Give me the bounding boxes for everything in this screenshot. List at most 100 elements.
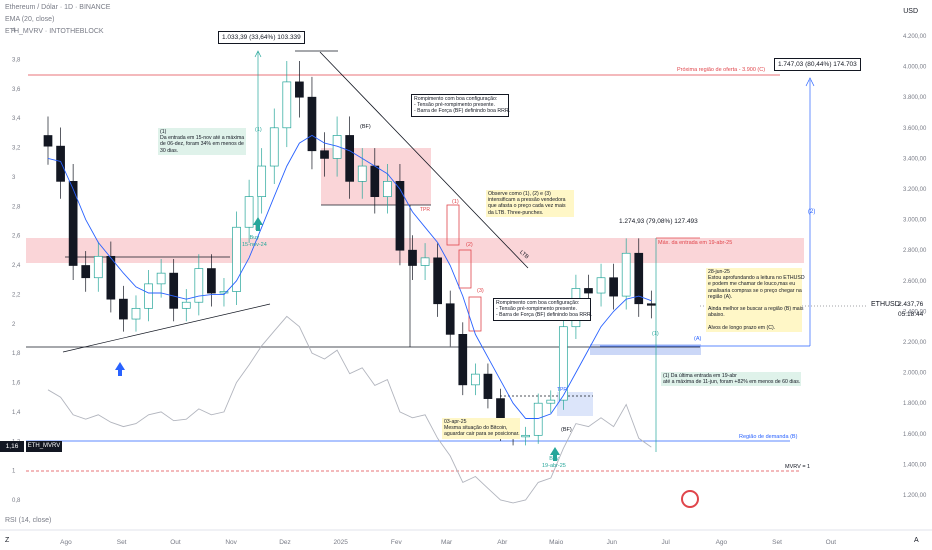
punch-2-box bbox=[458, 249, 472, 289]
tpr-label-2: TPR bbox=[557, 387, 567, 393]
y-tick-right: 2.600,00 bbox=[903, 279, 927, 285]
punch-1-box bbox=[446, 204, 460, 246]
note-line: Mesma situação do Bitcoin, bbox=[444, 425, 508, 432]
candle bbox=[634, 252, 644, 305]
y-tick-left: 2,2 bbox=[12, 292, 21, 298]
buy-arrow bbox=[550, 447, 560, 461]
zoom-icon[interactable]: Z bbox=[5, 537, 10, 544]
y-tick-left: 2,8 bbox=[12, 204, 21, 210]
candle bbox=[232, 226, 241, 292]
candle bbox=[219, 291, 229, 294]
y-tick-right: 2.200,00 bbox=[903, 340, 927, 346]
x-tick: Ago bbox=[716, 539, 728, 546]
candle bbox=[320, 150, 329, 159]
note-line: - Barra de Força (BF) definindo boa RRR. bbox=[496, 312, 593, 319]
ema-line bbox=[47, 134, 652, 419]
y-tick-left: 1,4 bbox=[12, 410, 21, 416]
mvrv-ref-label: MVRV = 1 bbox=[785, 464, 811, 470]
note-line: 30 dias. bbox=[160, 147, 179, 154]
symbol-title[interactable]: Ethereum / Dólar · 1D · BINANCE bbox=[5, 4, 111, 11]
candle bbox=[584, 288, 593, 294]
x-tick: Set bbox=[772, 539, 782, 546]
candle bbox=[646, 303, 656, 306]
candle bbox=[546, 399, 556, 404]
countdown: 05:18:44 bbox=[898, 311, 924, 318]
note-line: que afasta o preço cada vez mais bbox=[488, 203, 566, 210]
candle bbox=[282, 81, 292, 129]
punch-2-label: (2) bbox=[466, 242, 473, 248]
candle bbox=[43, 135, 53, 147]
candle bbox=[56, 145, 65, 182]
y-tick-left: 4 bbox=[12, 28, 16, 34]
candle bbox=[345, 135, 355, 182]
y-tick-right: 3.800,00 bbox=[903, 95, 927, 101]
note-line: intensificam a pressão vendedora bbox=[488, 197, 566, 204]
range-label: 1.274,93 (79,08%) 127.493 bbox=[619, 218, 698, 225]
note-breakout-2: Rompimento com boa configuração: - Tensão… bbox=[493, 298, 593, 321]
last-price: 2.437,76 bbox=[898, 301, 924, 308]
rsi-legend[interactable]: RSI (14, close) bbox=[5, 517, 52, 524]
target-move-label: (2) bbox=[808, 209, 816, 215]
buy-arrow bbox=[115, 362, 125, 376]
y-tick-left: 2,4 bbox=[12, 263, 21, 269]
candle bbox=[131, 307, 141, 320]
y-tick-left: 3,2 bbox=[12, 146, 21, 152]
x-tick: Jun bbox=[607, 539, 618, 546]
currency-label[interactable]: USD bbox=[903, 8, 918, 15]
symbol-badge[interactable]: ETHUSD bbox=[871, 301, 900, 308]
buy-label-2: Buy 19-abr-25 bbox=[542, 456, 566, 469]
logo bbox=[681, 490, 699, 508]
x-tick: Jul bbox=[662, 539, 671, 546]
nov-move-head bbox=[254, 50, 262, 58]
note-line: - Tensão pré-rompimento presente. bbox=[496, 306, 577, 313]
y-tick-left: 3,8 bbox=[12, 57, 21, 63]
note-line: - Barra de Força (BF) definindo boa RRR. bbox=[414, 108, 511, 115]
note-line: até a máxima de 11-jun, foram +82% em me… bbox=[663, 379, 801, 386]
mvrv-legend[interactable]: ETH_MVRV · INTOTHEBLOCK bbox=[5, 28, 104, 35]
candle bbox=[257, 165, 267, 198]
punch-3-label: (3) bbox=[477, 288, 484, 294]
candle bbox=[395, 181, 405, 251]
note-line: - Tensão pré-rompimento presente. bbox=[414, 102, 495, 109]
note-line: região (A). bbox=[708, 293, 733, 300]
y-tick-right: 3.400,00 bbox=[903, 156, 927, 162]
x-tick: Nov bbox=[225, 539, 237, 546]
region-a-label: (A) bbox=[694, 336, 702, 342]
mvrv-tag[interactable]: ETH_MVRV bbox=[26, 441, 62, 452]
auto-scale-button[interactable]: A bbox=[914, 537, 919, 544]
note-line: Ainda melhor se buscar a região (B) mais bbox=[708, 306, 804, 313]
candle bbox=[596, 277, 606, 294]
y-tick-right: 4.000,00 bbox=[903, 65, 927, 71]
target-arrow-head bbox=[805, 77, 815, 87]
candle bbox=[269, 127, 279, 167]
nov-move-label: (1) bbox=[255, 127, 262, 133]
demand-label: Região de demanda (B) bbox=[739, 434, 798, 440]
note-btc: 03-apr-25 Mesma situação do Bitcoin, aguar… bbox=[442, 418, 520, 439]
candle bbox=[433, 257, 442, 305]
y-tick-left: 2,6 bbox=[12, 234, 21, 240]
demand-zone-a bbox=[590, 344, 701, 355]
candle bbox=[609, 277, 618, 297]
note-line: analisaria compras se o preço chegar na bbox=[708, 287, 802, 294]
x-tick: Ago bbox=[60, 539, 72, 546]
note-line: Rompimento com boa configuração: bbox=[414, 96, 498, 102]
x-tick: Maio bbox=[549, 539, 563, 546]
candle bbox=[81, 265, 91, 279]
buy-label-1: Buy 15-nov-24 bbox=[242, 235, 267, 248]
candle bbox=[156, 272, 166, 285]
note-line: abaixo. bbox=[708, 312, 725, 319]
candle bbox=[558, 326, 568, 401]
candle bbox=[106, 255, 116, 300]
candle bbox=[169, 272, 179, 309]
note-line: Rompimento com boa configuração: bbox=[496, 300, 580, 306]
x-tick: Out bbox=[170, 539, 181, 546]
candle bbox=[445, 303, 455, 335]
ema-legend[interactable]: EMA (20, close) bbox=[5, 16, 55, 23]
note-jun: 28-jun-25 Estou aprofundando a leitura no… bbox=[706, 268, 805, 333]
y-tick-left: 0,8 bbox=[12, 498, 21, 504]
candle bbox=[408, 249, 417, 266]
y-tick-right: 1.800,00 bbox=[903, 401, 927, 407]
note-line: de 06-dez, foram 34% em menos de bbox=[160, 141, 244, 148]
candle bbox=[307, 96, 317, 152]
